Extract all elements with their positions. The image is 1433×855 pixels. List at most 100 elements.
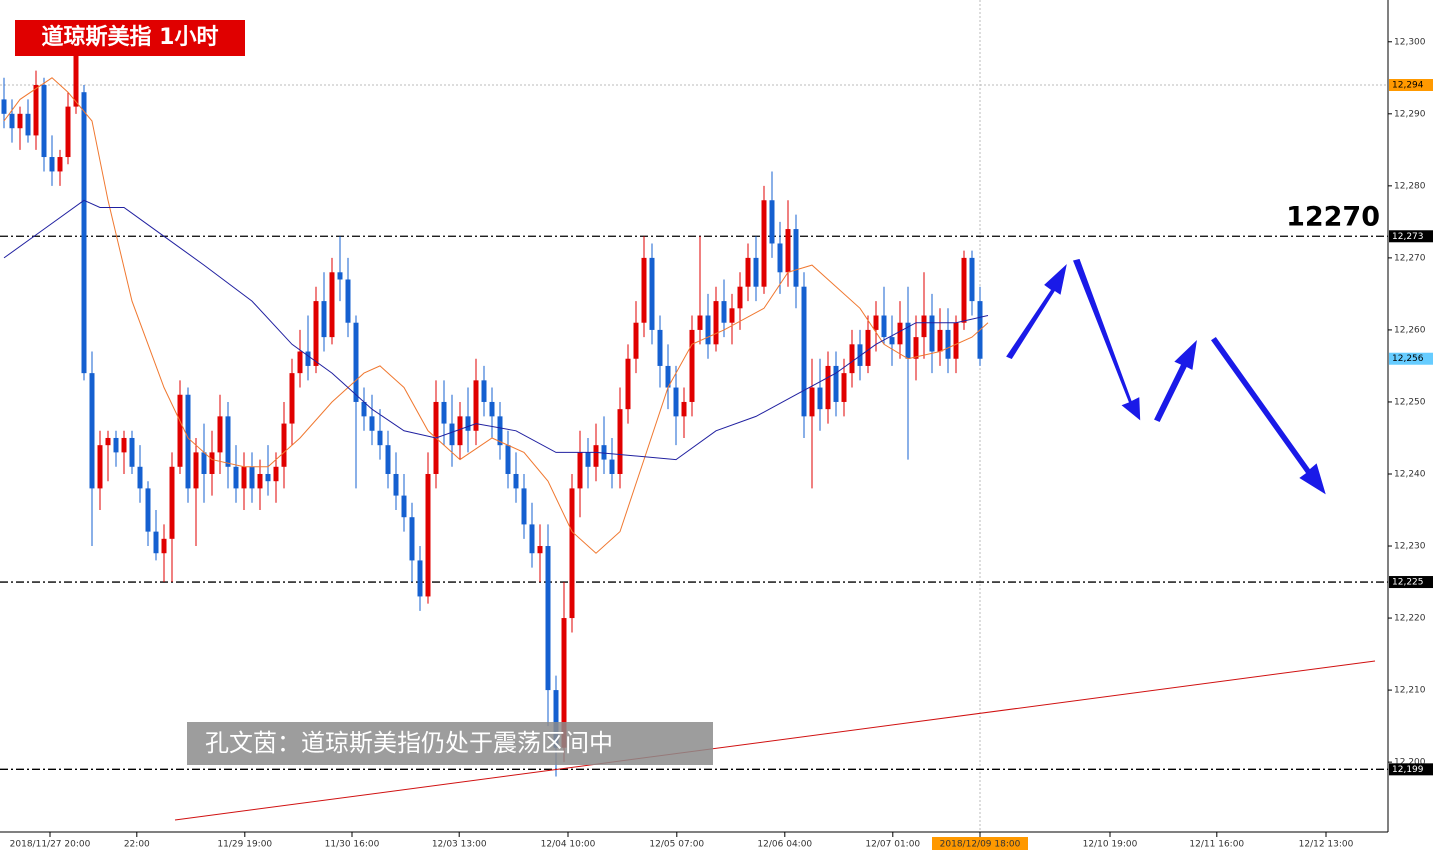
candle-body	[953, 322, 959, 359]
candle-body	[401, 495, 407, 518]
price-badge	[1389, 230, 1433, 243]
candle-body	[185, 394, 191, 489]
candle-body	[201, 452, 207, 474]
candle-body	[385, 445, 391, 474]
candle-body	[457, 416, 463, 446]
candle-body	[721, 301, 727, 323]
x-tick-highlight	[932, 837, 1028, 850]
candle-body	[937, 329, 943, 352]
y-tick-label: 12,300	[1394, 37, 1426, 47]
candle-body	[769, 200, 775, 244]
candle-body	[337, 272, 343, 280]
candle-body	[393, 473, 399, 496]
candle-body	[193, 452, 199, 489]
candle-body	[25, 113, 31, 136]
y-tick-label: 12,290	[1394, 109, 1426, 119]
candle-body	[425, 473, 431, 597]
candle-body	[593, 445, 599, 467]
price-badge-label: 12,225	[1392, 578, 1424, 588]
candle-body	[73, 41, 79, 107]
candle-body	[745, 257, 751, 287]
y-tick-label: 12,240	[1394, 469, 1426, 479]
candle-body	[665, 365, 671, 388]
annotation: 12270	[1286, 202, 1380, 233]
arrow	[1208, 334, 1329, 498]
candle-body	[857, 344, 863, 366]
moving-average	[3, 199, 989, 461]
candle-body	[441, 401, 447, 424]
candle-body	[617, 409, 623, 474]
candle-body	[697, 315, 703, 330]
candle-body	[417, 560, 423, 597]
candle-body	[177, 394, 183, 467]
candle-body	[81, 92, 87, 374]
candle-body	[169, 466, 175, 539]
candle-body	[265, 473, 271, 482]
x-tick-label: 12/06 04:00	[757, 840, 812, 850]
candle-body	[113, 437, 119, 453]
candle-body	[121, 437, 127, 453]
candle-body	[161, 538, 167, 554]
axes: 12,200 12,210 12,220 12,230 12,240 12,250 12,2…	[10, 37, 1433, 850]
plot-area	[1, 27, 989, 777]
price-badge-label: 12,294	[1392, 81, 1424, 91]
candle-body	[761, 200, 767, 287]
y-tick-label: 12,200	[1394, 758, 1426, 768]
candle-body	[65, 106, 71, 158]
candle-body	[89, 373, 95, 489]
candle-body	[361, 401, 367, 417]
caption: 孔文茵：道琼斯美指仍处于震荡区间中	[205, 729, 613, 757]
candle-body	[537, 546, 543, 554]
candle-body	[153, 531, 159, 554]
x-tick-label: 22:00	[124, 840, 150, 850]
candle-body	[41, 85, 47, 158]
chart-title: 道琼斯美指 1小时	[42, 24, 219, 50]
x-tick-label: 2018/12/09 18:00	[940, 840, 1021, 850]
candle-body	[729, 308, 735, 323]
price-badge	[1389, 79, 1433, 92]
y-tick-label: 12,230	[1394, 542, 1426, 552]
candle-body	[545, 546, 551, 691]
candle-body	[449, 423, 455, 446]
x-tick-label: 11/29 19:00	[217, 840, 272, 850]
candle-body	[249, 466, 255, 489]
candle-body	[225, 416, 231, 467]
x-tick-label: 12/05 07:00	[649, 840, 704, 850]
candle-body	[825, 365, 831, 410]
candle-body	[569, 488, 575, 619]
candle-body	[817, 387, 823, 410]
candle-body	[793, 229, 799, 287]
candle-body	[961, 257, 967, 323]
candle-body	[921, 315, 927, 338]
candle-body	[289, 373, 295, 424]
candle-body	[625, 358, 631, 410]
candle-body	[945, 329, 951, 359]
candle-body	[529, 524, 535, 554]
candle-body	[369, 416, 375, 431]
candle-body	[873, 315, 879, 330]
candle-body	[473, 380, 479, 431]
candle-body	[641, 257, 647, 323]
x-tick-label: 12/03 13:00	[432, 840, 487, 850]
candle-body	[233, 466, 239, 489]
candle-body	[1, 99, 7, 114]
candle-body	[777, 243, 783, 273]
candle-body	[969, 257, 975, 302]
candle-body	[217, 416, 223, 453]
candle-body	[689, 329, 695, 402]
x-tick-label: 12/07 01:00	[865, 840, 920, 850]
candle-body	[929, 315, 935, 352]
candle-body	[489, 401, 495, 417]
candle-body	[353, 322, 359, 402]
candle-body	[809, 387, 815, 417]
y-tick-label: 12,260	[1394, 325, 1426, 335]
price-badge-label: 12,273	[1392, 232, 1424, 242]
arrow	[1151, 335, 1200, 424]
candle-body	[865, 329, 871, 366]
candle-body	[521, 488, 527, 525]
candle-body	[657, 329, 663, 366]
candle-body	[481, 380, 487, 402]
candle-body	[881, 315, 887, 338]
trend-line	[174, 660, 1376, 821]
